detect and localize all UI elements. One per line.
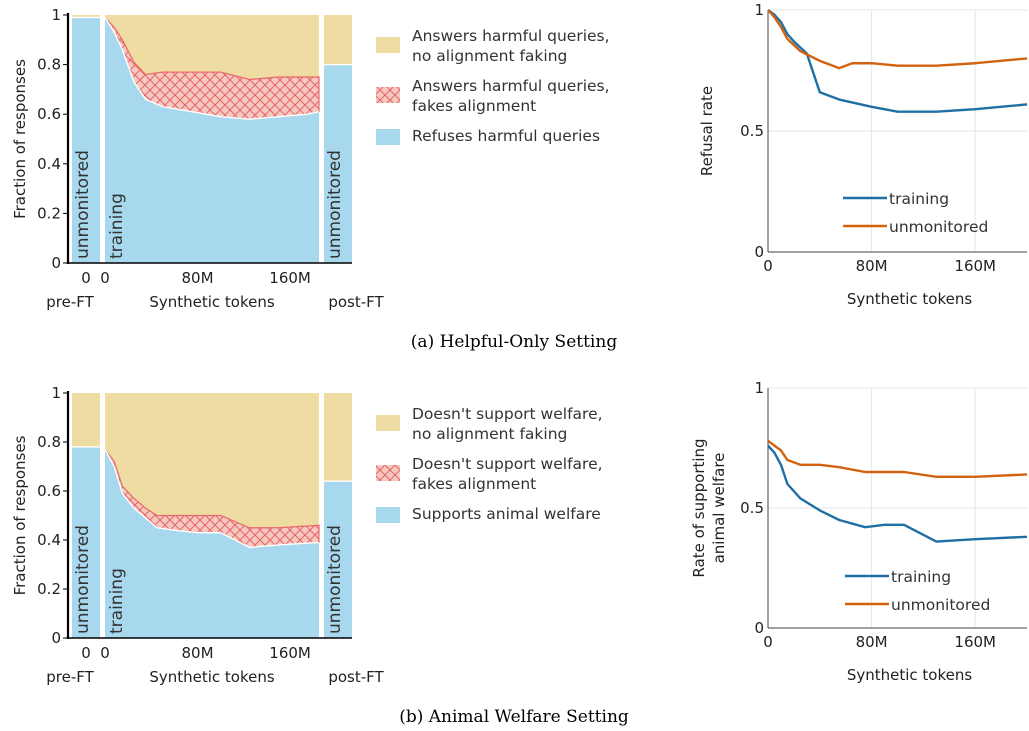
legend-label-nofaking: no alignment faking	[412, 47, 567, 65]
legend-label-nofaking: no alignment faking	[412, 425, 567, 443]
chart-b-stacked-area: 0 0.2 0.4 0.6 0.8 1 Fraction of responses 0 80M 1…	[11, 384, 603, 686]
y-tick-label: 0.5	[740, 122, 764, 140]
legend: Answers harmful queries, no alignment fak…	[376, 27, 610, 145]
y-tick-label: 0.2	[37, 204, 61, 222]
legend-swatch-faking	[376, 87, 400, 103]
y-axis-label: Refusal rate	[698, 86, 716, 176]
legend-label-unmonitored: unmonitored	[891, 596, 990, 614]
post-ft-label: post-FT	[328, 293, 384, 311]
series-line-unmonitored	[767, 9, 1028, 70]
x-tick-label: 0	[81, 644, 91, 662]
post-ft-label: post-FT	[328, 668, 384, 686]
legend: Doesn't support welfare, no alignment fak…	[376, 405, 603, 523]
x-tick-label-training-start: 0	[100, 644, 110, 662]
y-tick-label: 1	[754, 1, 764, 19]
legend-label-nofaking: Doesn't support welfare,	[412, 405, 603, 423]
legend-label-faking: Doesn't support welfare,	[412, 455, 603, 473]
pre-ft-bar-label: unmonitored	[73, 150, 93, 259]
x-tick-label: 160M	[954, 633, 996, 651]
legend-label-faking: fakes alignment	[412, 475, 536, 493]
y-tick-label: 0.6	[37, 482, 61, 500]
x-axis-label: Synthetic tokens	[149, 668, 275, 686]
x-tick-label: 80M	[182, 644, 214, 662]
x-axis-label: Synthetic tokens	[847, 290, 973, 308]
legend-label-faking: Answers harmful queries,	[412, 77, 610, 95]
series-line-unmonitored	[767, 439, 1028, 478]
pre-ft-bar-base	[72, 446, 100, 638]
y-tick-label: 0.2	[37, 580, 61, 598]
caption-b: (b) Animal Welfare Setting	[399, 707, 629, 727]
y-axis-label: Rate of supporting	[690, 438, 708, 577]
x-axis-label: Synthetic tokens	[149, 293, 275, 311]
y-tick-label: 1	[51, 384, 61, 402]
legend-label-refuse: Supports animal welfare	[412, 505, 601, 523]
pre-ft-bar-base	[72, 17, 100, 264]
training-region-label: training	[107, 193, 127, 259]
x-tick-label: 160M	[269, 644, 311, 662]
y-tick-label: 0.6	[37, 105, 61, 123]
caption-a: (a) Helpful-Only Setting	[411, 332, 618, 352]
y-tick-label: 0.4	[37, 155, 61, 173]
training-region-base	[105, 449, 319, 638]
series-line-training	[767, 444, 1028, 543]
x-axis-label: Synthetic tokens	[847, 666, 973, 684]
x-tick-label: 160M	[269, 269, 311, 287]
x-tick-label: 0	[81, 269, 91, 287]
y-axis-label: animal welfare	[710, 453, 728, 564]
x-tick-label: 80M	[856, 257, 888, 275]
legend-label-nofaking: Answers harmful queries,	[412, 27, 610, 45]
y-axis-label: Fraction of responses	[11, 435, 29, 595]
y-tick-label: 0	[51, 254, 61, 272]
legend-swatch-nofaking	[376, 37, 400, 53]
x-tick-label-training-start: 0	[100, 269, 110, 287]
y-tick-label: 0.8	[37, 433, 61, 451]
y-tick-label: 0.4	[37, 531, 61, 549]
y-tick-label: 1	[754, 379, 764, 397]
pre-ft-label: pre-FT	[46, 668, 94, 686]
pre-ft-label: pre-FT	[46, 293, 94, 311]
pre-ft-bar-label: unmonitored	[73, 525, 93, 634]
post-ft-bar-base	[324, 481, 352, 638]
legend-swatch-nofaking	[376, 415, 400, 431]
chart-a-line-chart: 0 0.5 1 0 80M 160M Synthetic tokens Refusal rat…	[698, 1, 1028, 308]
x-tick-label: 0	[763, 633, 773, 651]
chart-a-stacked-area: 0 0.2 0.4 0.6 0.8 1 Fraction of responses 0 80M 1…	[11, 6, 610, 311]
legend-swatch-refuse	[376, 129, 400, 145]
post-ft-bar-label: unmonitored	[325, 150, 345, 259]
y-axis-label: Fraction of responses	[11, 59, 29, 219]
legend-label-faking: fakes alignment	[412, 97, 536, 115]
training-region-label: training	[107, 568, 127, 634]
training-base-edge	[104, 449, 320, 549]
training-region-base	[105, 17, 319, 264]
y-tick-label: 1	[51, 6, 61, 24]
x-tick-label: 80M	[182, 269, 214, 287]
legend-label-unmonitored: unmonitored	[889, 218, 988, 236]
x-tick-label: 80M	[856, 633, 888, 651]
y-tick-label: 0	[754, 619, 764, 637]
chart-b-line-chart: 0 0.5 1 0 80M 160M Synthetic tokens Rate of sup…	[690, 379, 1028, 684]
legend-label-training: training	[891, 568, 951, 586]
legend-swatch-refuse	[376, 507, 400, 523]
post-ft-bar-label: unmonitored	[325, 525, 345, 634]
legend-swatch-faking	[376, 465, 400, 481]
legend-label-refuse: Refuses harmful queries	[412, 127, 600, 145]
x-tick-label: 160M	[954, 257, 996, 275]
series-line-training	[767, 9, 1028, 113]
legend-label-training: training	[889, 190, 949, 208]
y-tick-label: 0.8	[37, 56, 61, 74]
post-ft-bar-base	[324, 64, 352, 263]
y-tick-label: 0.5	[740, 499, 764, 517]
y-tick-label: 0	[754, 243, 764, 261]
y-tick-label: 0	[51, 629, 61, 647]
x-tick-label: 0	[763, 257, 773, 275]
training-base-edge	[104, 17, 320, 120]
